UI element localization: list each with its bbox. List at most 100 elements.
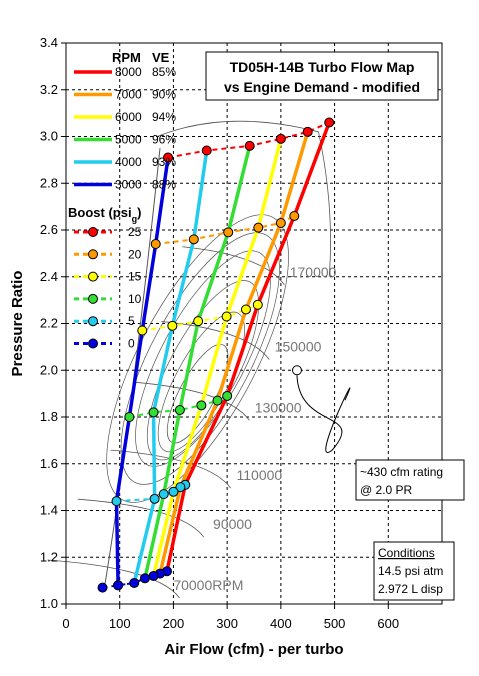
rating-box [355,459,465,501]
rpm-legend-label: 3000 [115,178,142,192]
data-point-6000-5 [168,486,179,497]
ve-legend-label: 94% [152,110,176,124]
title-box [205,51,439,101]
data-point-4000-10 [148,407,159,418]
x-tick-label: 600 [377,616,399,631]
y-tick-label: 3.2 [40,82,58,97]
boost-legend-label: 0 [128,337,135,351]
y-tick-label: 2.8 [40,175,58,190]
rating-text-line2: @ 2.0 PR [360,483,413,497]
x-tick-label: 500 [324,616,346,631]
data-point-3000-10 [124,412,135,422]
boost-legend-marker [88,227,98,237]
data-point-6000-10 [196,400,207,411]
data-point-7000-20 [275,217,286,228]
efficiency-island [146,280,260,461]
speed-line [135,381,250,421]
series-line-6000 [151,138,283,577]
data-point-3000-25 [163,152,174,163]
data-point-5000-10 [174,404,185,415]
ve-legend-label: 93% [152,155,176,169]
y-tick-label: 1.2 [40,549,58,564]
data-point-5000-0 [139,573,150,584]
rating-text-line1: ~430 cfm rating [360,465,443,479]
data-point-6000-20 [253,222,264,233]
y-tick-label: 3.0 [40,129,58,144]
boost-legend-label: 20 [128,247,142,261]
y-axis-title: Pressure Ratio [9,271,26,377]
boost-legend-header: Boost (psig) [68,205,141,224]
boost-legend-label: 5 [128,314,135,328]
conditions-title: Conditions [378,546,435,560]
x-tick-label: 200 [163,616,185,631]
ve-legend-label: 85% [152,65,176,79]
data-point-3000-15 [137,325,148,336]
x-tick-label: 100 [109,616,131,631]
rating-point-marker [291,365,302,376]
rpm-legend-label: 7000 [115,88,142,102]
ve-legend-header: VE [152,50,170,65]
legend-layer: TD05H-14B Turbo Flow Map vs Engine Demand… [68,50,439,351]
y-tick-label: 1.4 [40,503,58,518]
x-tick-label: 300 [216,616,238,631]
speed-line [161,321,270,360]
y-tick-label: 3.4 [40,35,58,50]
boost-legend-header-end: ) [137,205,141,220]
x-tick-label: 400 [270,616,292,631]
boost-legend-label: 25 [128,225,142,239]
x-axis-title: Air Flow (cfm) - per turbo [164,641,343,658]
speed-line-label: 150000 [275,339,322,355]
ve-legend-label: 88% [152,178,176,192]
conditions-box [373,541,455,601]
rpm-legend-header: RPM [112,50,141,65]
y-tick-label: 2.6 [40,222,58,237]
data-point-8000-15 [252,299,263,310]
speed-line-label: 70000RPM [173,577,243,593]
data-point-3000-20 [150,239,161,250]
data-point-6000-15 [221,311,232,322]
data-point-5000-15 [193,316,204,327]
series-line-5000 [143,145,252,579]
boost-legend-marker [88,249,98,260]
data-point-6000-0 [148,570,159,581]
axis-layer: 0 100 200 300 400 500 6001.01.21.41.61.82.02.2… [9,35,443,658]
series-line-4000 [132,150,209,584]
choke-boundary [318,131,331,277]
data-point-5000-25 [244,140,255,151]
boost-legend-header-main: Boost (psi [68,205,132,220]
series-line-8000 [165,121,331,572]
efficiency-island [120,232,280,485]
data-point-8000-20 [289,210,300,221]
data-point-4000-15 [167,320,178,331]
speed-line-label: 130000 [255,399,302,415]
rpm-legend-label: 4000 [115,155,142,169]
data-point-8000-25 [324,117,335,128]
series-line-7000 [158,131,310,575]
efficiency-island [135,250,271,467]
boost-legend-header-sub: g [132,214,138,224]
boost-legend-marker [88,338,98,349]
data-point-base [97,582,108,593]
data-point-4000-5 [149,493,160,504]
rating-callout-line [296,375,351,453]
y-tick-label: 1.8 [40,409,58,424]
y-tick-label: 1.0 [40,596,58,611]
rpm-legend-label: 6000 [115,110,142,124]
data-point-5000-20 [223,227,234,238]
annotation-layer: ~430 cfm rating @ 2.0 PR Conditions 14.5 ps… [291,365,465,601]
series-layer [97,117,335,593]
data-point-7000-15 [240,304,251,315]
conditions-line2: 2.972 L disp [378,582,443,596]
boost-legend-marker [88,271,98,282]
boost-legend-label: 15 [128,270,142,284]
data-point-3000-5 [111,496,122,507]
map-top-boundary [157,120,319,137]
rpm-legend-label: 5000 [115,133,142,147]
chart-subtitle: vs Engine Demand - modified [224,79,420,95]
boost-legend-label: 10 [128,292,142,306]
data-point-5000-5 [158,489,169,500]
data-point-base [113,580,124,591]
data-point-7000-10 [212,395,223,406]
boost-legend-marker [88,293,98,304]
